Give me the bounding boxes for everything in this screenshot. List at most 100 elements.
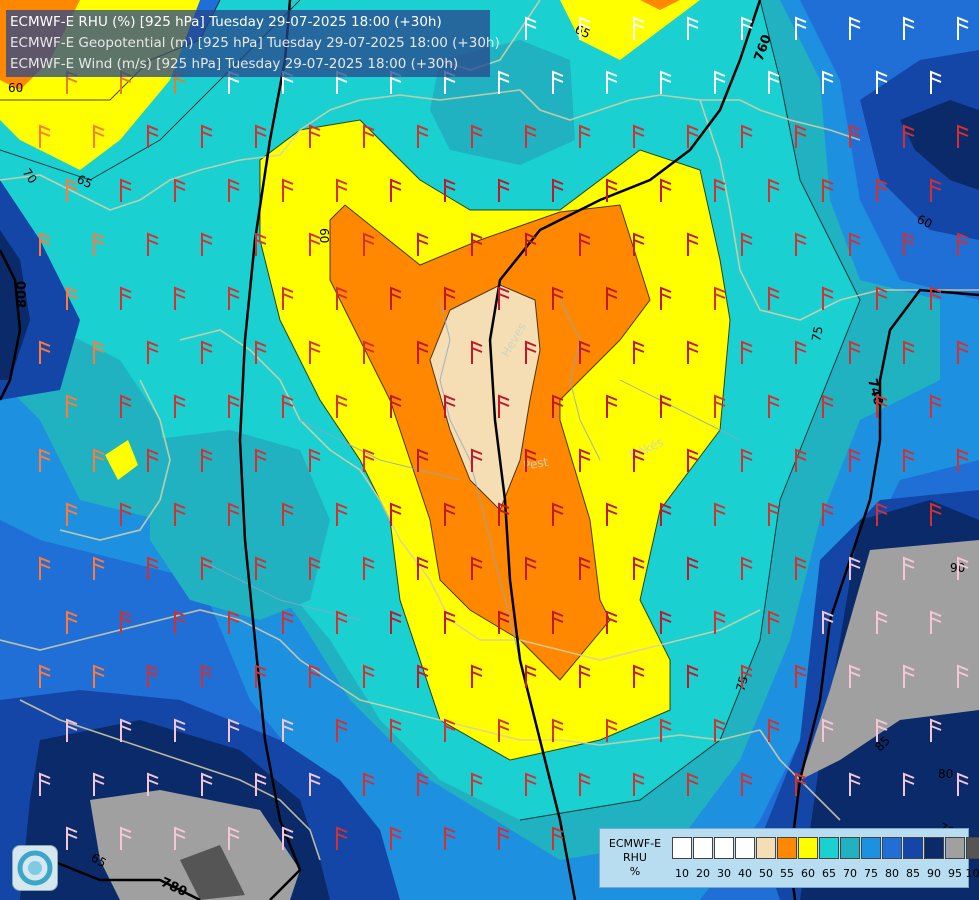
wind-barb	[606, 178, 618, 202]
wind-barb	[498, 610, 510, 634]
legend-swatch	[945, 837, 965, 859]
legend-label-unit: %	[629, 865, 641, 878]
wind-barb	[336, 610, 348, 634]
wind-barb	[876, 502, 888, 526]
wind-barb	[309, 232, 321, 256]
title-geopotential: ECMWF-E Geopotential (m) [925 hPa] Tuesd…	[10, 35, 500, 51]
legend-tick: 95	[948, 867, 962, 880]
wind-barb	[606, 286, 618, 310]
wind-barb	[147, 448, 159, 472]
wind-barb	[228, 178, 240, 202]
wind-barb	[201, 124, 213, 148]
wind-barb	[174, 286, 186, 310]
wind-barb	[957, 556, 969, 580]
wind-barb	[39, 664, 51, 688]
wind-barb	[120, 502, 132, 526]
wind-barb	[714, 286, 726, 310]
rhu-label-80-se: 80	[938, 767, 953, 781]
wind-barb	[687, 448, 699, 472]
wind-barb	[876, 178, 888, 202]
wind-barb	[741, 664, 753, 688]
wind-barb	[795, 556, 807, 580]
wind-barb	[498, 502, 510, 526]
wind-barb	[444, 610, 456, 634]
wind-barb	[714, 394, 726, 418]
wind-barb	[930, 502, 942, 526]
wind-barb	[66, 394, 78, 418]
legend-label-var: RHU	[623, 851, 647, 864]
legend-tick: 50	[759, 867, 773, 880]
rhu-label-65-w: 65	[75, 172, 95, 191]
wind-barb	[579, 772, 591, 796]
wind-barb	[903, 664, 915, 688]
wind-barb	[201, 664, 213, 688]
legend-tick: 40	[738, 867, 752, 880]
wind-barb	[39, 232, 51, 256]
wind-barb	[498, 70, 510, 94]
wind-barb	[390, 826, 402, 850]
wind-barb	[876, 610, 888, 634]
wind-barb	[417, 232, 429, 256]
wind-barb	[849, 232, 861, 256]
legend-swatch	[924, 837, 944, 859]
wind-barb	[579, 232, 591, 256]
wind-barb	[795, 664, 807, 688]
rhu-95-se	[800, 540, 979, 780]
wind-barb	[633, 16, 645, 40]
wind-barb	[930, 70, 942, 94]
rhu-100-sw	[180, 845, 245, 900]
wind-barb	[903, 16, 915, 40]
wind-barb	[768, 70, 780, 94]
rhu-90-ne	[900, 100, 979, 190]
wind-barb	[147, 340, 159, 364]
wind-barb	[93, 124, 105, 148]
legend-swatch	[798, 837, 818, 859]
wind-barb	[174, 394, 186, 418]
wind-barb	[417, 556, 429, 580]
geopotential-label-740: 740	[864, 377, 886, 407]
wind-barb	[552, 610, 564, 634]
rhu-95-sw	[90, 790, 300, 900]
wind-barb	[390, 178, 402, 202]
wind-barb	[741, 448, 753, 472]
wind-barb	[822, 178, 834, 202]
wind-barb	[795, 772, 807, 796]
wind-barb	[309, 664, 321, 688]
wind-barb	[957, 772, 969, 796]
wind-barb	[660, 70, 672, 94]
wind-barb	[201, 772, 213, 796]
wind-barb	[282, 394, 294, 418]
wind-barb	[633, 772, 645, 796]
wind-barb	[795, 340, 807, 364]
wind-barb	[39, 340, 51, 364]
wind-barb	[471, 232, 483, 256]
wind-barb	[876, 286, 888, 310]
wind-barb	[66, 610, 78, 634]
wind-barb	[390, 610, 402, 634]
wind-barb	[552, 178, 564, 202]
wind-barb	[309, 448, 321, 472]
wind-barb	[255, 124, 267, 148]
wind-barb	[417, 448, 429, 472]
wind-barb	[741, 556, 753, 580]
wind-barb	[120, 178, 132, 202]
wind-barb	[579, 16, 591, 40]
wind-barb	[255, 232, 267, 256]
rhu-label-60-e: 60	[915, 212, 935, 231]
wind-barb	[363, 124, 375, 148]
wind-barb	[228, 610, 240, 634]
wind-barb	[363, 772, 375, 796]
wind-barb	[930, 610, 942, 634]
wind-barb	[687, 124, 699, 148]
wind-barb	[795, 124, 807, 148]
wind-barb	[309, 124, 321, 148]
wind-barb	[660, 286, 672, 310]
wind-barb	[39, 124, 51, 148]
wind-barb	[822, 718, 834, 742]
wind-barb	[849, 448, 861, 472]
wind-barb	[93, 556, 105, 580]
logo-icon	[12, 845, 58, 891]
wind-barb	[390, 718, 402, 742]
wind-barb	[687, 772, 699, 796]
wind-barb	[309, 340, 321, 364]
